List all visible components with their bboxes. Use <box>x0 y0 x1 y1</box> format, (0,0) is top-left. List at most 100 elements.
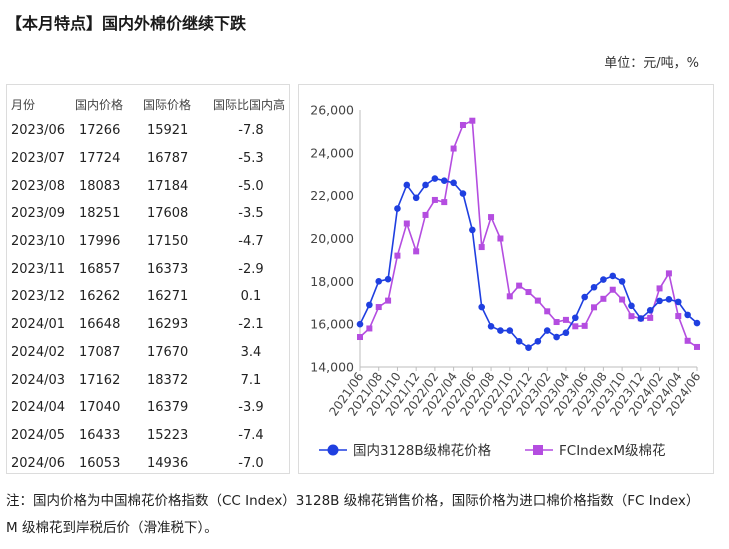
cell-month: 2023/07 <box>11 151 66 167</box>
y-tick-label: 16,000 <box>310 317 354 332</box>
y-tick-label: 22,000 <box>310 188 354 203</box>
data-point-domestic <box>384 275 392 283</box>
y-tick-label: 14,000 <box>310 360 354 375</box>
data-point-international <box>394 252 401 259</box>
cell-domestic-price: 17087 <box>78 344 121 360</box>
table-row: 2023/09 18251 17608 -3.5 <box>11 200 289 228</box>
cell-difference: -2.9 <box>238 261 264 277</box>
data-point-international <box>469 117 476 124</box>
cell-month: 2023/09 <box>11 206 66 222</box>
data-point-international <box>516 282 523 289</box>
data-point-domestic <box>562 329 570 337</box>
data-point-international <box>375 304 382 311</box>
table-row: 2024/01 16648 16293 -2.1 <box>11 311 289 339</box>
cell-domestic-price: 17724 <box>78 151 121 167</box>
data-point-domestic <box>525 344 532 352</box>
data-point-domestic <box>693 319 701 327</box>
cell-international-price: 15921 <box>146 123 189 139</box>
cell-difference: -3.5 <box>238 206 264 222</box>
table-header-row: 月份 国内价格 国际价格 国际比国内高 <box>11 91 289 117</box>
cell-domestic-price: 17162 <box>78 372 121 388</box>
data-point-international <box>403 220 410 227</box>
data-point-domestic <box>553 333 560 341</box>
cell-difference: -4.7 <box>238 234 264 250</box>
cell-domestic-price: 18251 <box>78 206 121 222</box>
cell-month: 2024/06 <box>11 455 66 471</box>
cell-month: 2023/06 <box>11 123 66 139</box>
cell-domestic-price: 18083 <box>78 178 121 194</box>
legend-marker-international <box>533 445 543 455</box>
cell-difference: -7.0 <box>238 455 264 471</box>
data-point-domestic <box>684 311 691 319</box>
data-point-domestic <box>628 302 635 310</box>
unit-label: 单位：元/吨，% <box>604 56 699 71</box>
cell-difference: 0.1 <box>240 289 262 305</box>
table-row: 2023/08 18083 17184 -5.0 <box>11 172 289 200</box>
cell-international-price: 15223 <box>146 427 189 443</box>
cell-domestic-price: 17996 <box>78 234 121 250</box>
data-point-international <box>647 314 654 321</box>
data-point-international <box>591 304 598 311</box>
data-point-international <box>684 337 691 344</box>
data-point-domestic <box>403 181 411 189</box>
data-point-domestic <box>506 327 514 334</box>
data-point-international <box>544 308 551 315</box>
cell-international-price: 16293 <box>146 317 189 333</box>
page-title: 【本月特点】国内外棉价继续下跌 <box>6 14 247 33</box>
cell-difference: -7.4 <box>238 427 264 443</box>
cell-international-price: 16379 <box>146 400 189 416</box>
column-header-domestic: 国内价格 <box>74 97 123 112</box>
data-point-domestic <box>412 194 420 202</box>
cell-month: 2024/05 <box>11 427 66 443</box>
cell-domestic-price: 16857 <box>78 261 121 277</box>
data-point-domestic <box>375 278 383 285</box>
y-tick-label: 18,000 <box>310 274 354 289</box>
data-point-international <box>357 334 363 341</box>
price-line-chart: 14,000 16,000 18,000 20,000 22,000 24,000 26,0… <box>310 103 703 460</box>
table-row: 2024/03 17162 18372 7.1 <box>11 366 289 394</box>
footnote: 注：国内价格为中国棉花价格指数（CC Index）3128B 级棉花销售价格，国… <box>6 493 700 536</box>
data-point-domestic <box>534 338 542 345</box>
cell-international-price: 16787 <box>146 151 189 167</box>
data-point-domestic <box>637 315 645 322</box>
data-point-international <box>600 295 607 302</box>
table-row: 2023/12 16262 16271 0.1 <box>11 283 289 311</box>
cell-difference: -3.9 <box>238 400 264 416</box>
cell-domestic-price: 16648 <box>78 317 121 333</box>
column-header-international: 国际价格 <box>142 97 191 112</box>
data-point-domestic <box>478 303 485 311</box>
series-line-0 <box>359 177 698 349</box>
cell-month: 2023/11 <box>11 261 66 277</box>
data-point-international <box>694 343 700 350</box>
cell-month: 2024/04 <box>11 400 66 416</box>
cell-month: 2024/02 <box>11 344 66 360</box>
table-row: 2024/02 17087 17670 3.4 <box>11 339 289 367</box>
data-point-international <box>525 289 532 296</box>
cell-difference: 3.4 <box>240 344 262 360</box>
data-point-domestic <box>431 175 439 182</box>
cell-international-price: 16373 <box>146 261 189 277</box>
data-point-international <box>413 248 420 255</box>
column-header-month: 月份 <box>11 97 36 112</box>
data-point-domestic <box>459 190 467 197</box>
cell-domestic-price: 17266 <box>78 123 121 139</box>
cell-month: 2023/10 <box>11 234 66 250</box>
data-point-international <box>441 199 448 206</box>
cell-difference: 7.1 <box>240 372 262 388</box>
data-point-domestic <box>422 181 429 189</box>
cell-domestic-price: 16262 <box>78 289 121 305</box>
table-row: 2024/05 16433 15223 -7.4 <box>11 422 289 450</box>
data-point-domestic <box>674 298 682 306</box>
data-point-international <box>459 121 466 128</box>
data-point-international <box>553 319 560 326</box>
table-row: 2023/06 17266 15921 -7.8 <box>11 117 289 145</box>
cell-domestic-price: 16433 <box>78 427 121 443</box>
table-body: 2023/06 17266 15921 -7.8 2023/07 17724 16787 -5… <box>11 117 289 477</box>
data-point-domestic <box>609 272 617 280</box>
data-point-domestic <box>572 314 579 322</box>
data-point-international <box>506 293 513 300</box>
data-point-international <box>450 145 457 152</box>
data-point-domestic <box>440 177 448 184</box>
data-point-international <box>431 196 438 203</box>
cell-international-price: 17670 <box>146 344 189 360</box>
